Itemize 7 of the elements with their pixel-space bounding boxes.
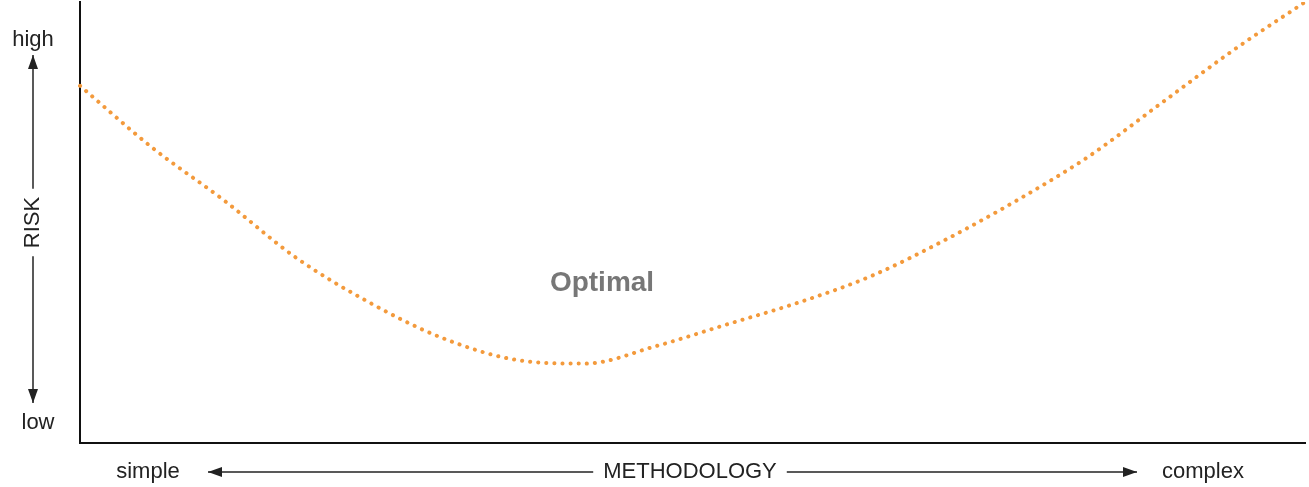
x-axis-title: METHODOLOGY [603,458,778,484]
annotation: low [21,409,55,435]
text: simple [116,458,180,484]
text: complex [1162,458,1244,484]
y-axis-title: RISK [19,196,45,249]
annotation: Optimal [549,265,655,297]
annotation: high [12,26,54,52]
